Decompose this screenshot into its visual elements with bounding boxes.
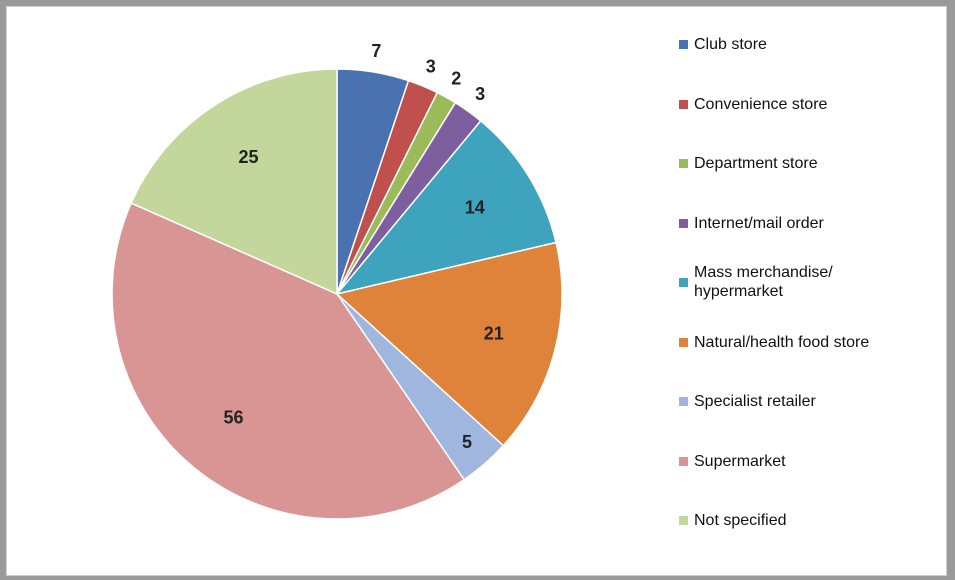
legend-label: Mass merchandise/ hypermarket xyxy=(694,264,833,300)
legend-label: Specialist retailer xyxy=(694,393,816,410)
legend-label: Supermarket xyxy=(694,452,786,470)
legend-item: Internet/mail order xyxy=(679,214,824,233)
legend-swatch xyxy=(679,159,688,168)
legend-item: Not specified xyxy=(679,511,787,530)
slice-value-label: 5 xyxy=(462,432,472,452)
legend-swatch xyxy=(679,516,688,525)
legend-label: Club store xyxy=(694,36,767,53)
legend-label: Convenience store xyxy=(694,95,828,113)
legend-swatch xyxy=(679,218,688,228)
legend-item: Club store xyxy=(679,35,767,54)
slice-value-label: 2 xyxy=(451,69,461,89)
pie-slice xyxy=(130,68,338,296)
slice-value-label: 14 xyxy=(465,197,485,217)
slice-value-label: 25 xyxy=(239,147,259,167)
legend-swatch xyxy=(679,99,688,109)
chart-frame: 7 3 2 3 14 21 5 56 25 Club store Convenience stor… xyxy=(6,6,947,576)
legend-item: Convenience store xyxy=(679,95,827,114)
slice-value-label: 7 xyxy=(371,41,381,61)
legend-swatch xyxy=(679,277,688,287)
legend-label: Natural/health food store xyxy=(694,333,870,351)
legend-item: Supermarket xyxy=(679,452,786,471)
legend-swatch xyxy=(679,337,688,347)
legend-swatch xyxy=(679,40,688,49)
slice-value-label: 3 xyxy=(426,56,436,76)
legend-swatch xyxy=(679,456,688,466)
legend-item: Natural/health food store xyxy=(679,333,869,352)
pie-slice xyxy=(335,241,563,447)
legend-item: Department store xyxy=(679,154,818,173)
legend-swatch xyxy=(679,397,688,406)
slice-value-label: 3 xyxy=(475,84,485,104)
pie-chart: 7 323 14 21 5 56 25 xyxy=(111,41,563,520)
legend-item: Mass merchandise/ hypermarket xyxy=(679,263,833,301)
legend-label: Not specified xyxy=(694,512,787,529)
slice-value-label: 56 xyxy=(223,407,243,427)
pie-slice xyxy=(111,202,466,520)
slice-value-label: 21 xyxy=(484,323,504,343)
legend-item: Specialist retailer xyxy=(679,392,816,411)
legend-label: Internet/mail order xyxy=(694,214,824,232)
pie-slice xyxy=(334,119,557,296)
legend-label: Department store xyxy=(694,155,818,172)
